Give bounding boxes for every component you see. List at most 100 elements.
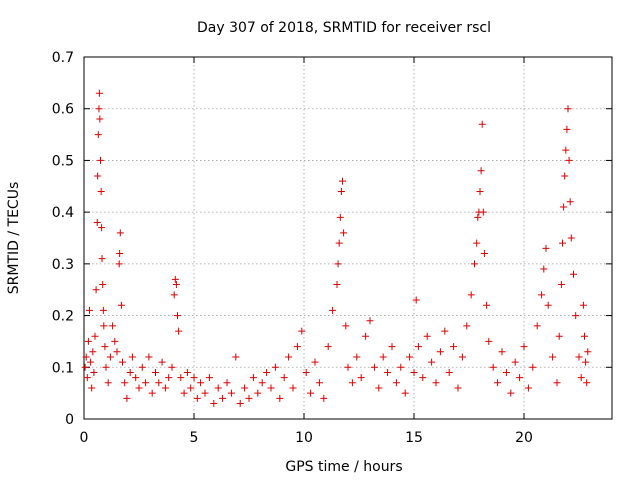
y-tick-label: 0.5 xyxy=(52,153,74,169)
data-point xyxy=(183,368,191,376)
data-point xyxy=(428,358,436,366)
data-point xyxy=(467,291,475,299)
y-tick-label: 0 xyxy=(65,412,74,428)
data-point xyxy=(93,218,101,226)
data-point xyxy=(152,368,159,376)
data-point xyxy=(570,270,577,278)
data-point xyxy=(511,358,519,366)
data-point xyxy=(584,348,592,356)
y-tick-label: 0.1 xyxy=(52,360,74,376)
y-axis-label: SRMTID / TECUs xyxy=(6,182,22,295)
data-point xyxy=(529,363,537,371)
data-point xyxy=(109,322,117,330)
data-point xyxy=(480,250,488,258)
data-point xyxy=(113,348,121,356)
data-point xyxy=(307,389,315,397)
data-point xyxy=(320,394,328,402)
data-point xyxy=(115,260,123,268)
data-point xyxy=(450,343,458,351)
data-point xyxy=(123,394,131,402)
y-tick-label: 0.4 xyxy=(52,205,74,221)
data-point xyxy=(95,105,103,113)
data-point xyxy=(494,379,502,387)
data-point xyxy=(236,399,244,407)
data-point xyxy=(99,306,107,314)
data-point xyxy=(478,120,486,128)
data-point xyxy=(138,363,146,371)
data-point xyxy=(533,322,541,330)
data-point xyxy=(567,234,575,242)
data-point xyxy=(91,332,99,340)
data-point xyxy=(471,260,478,268)
data-point xyxy=(384,368,392,376)
data-point xyxy=(423,332,431,340)
data-point xyxy=(293,343,301,351)
data-point xyxy=(223,379,231,387)
data-point xyxy=(334,260,342,268)
data-point xyxy=(98,224,106,232)
data-point xyxy=(116,229,124,237)
data-point xyxy=(190,374,198,382)
data-point xyxy=(249,374,257,382)
data-point xyxy=(227,389,235,397)
data-point xyxy=(111,337,119,345)
data-point xyxy=(285,353,293,361)
data-point xyxy=(335,239,343,247)
data-point xyxy=(479,208,487,216)
data-point xyxy=(171,275,179,283)
data-point xyxy=(445,368,453,376)
data-point xyxy=(555,332,563,340)
data-point xyxy=(148,389,156,397)
data-point xyxy=(96,115,104,123)
data-point xyxy=(498,348,506,356)
data-point xyxy=(89,348,97,356)
data-point xyxy=(97,187,105,195)
data-point xyxy=(572,312,580,320)
data-point xyxy=(82,353,90,361)
grid-lines xyxy=(84,57,612,419)
data-point xyxy=(267,384,275,392)
data-point xyxy=(577,374,585,382)
data-point xyxy=(142,379,150,387)
data-point xyxy=(245,394,253,402)
data-point xyxy=(168,363,176,371)
data-point xyxy=(102,363,110,371)
data-point xyxy=(477,167,485,175)
data-point xyxy=(172,281,180,289)
data-point xyxy=(99,281,107,289)
data-point xyxy=(81,363,89,371)
y-tick-label: 0.3 xyxy=(52,257,74,273)
data-point xyxy=(516,374,524,382)
data-point xyxy=(581,332,588,340)
data-point xyxy=(557,281,565,289)
data-point xyxy=(106,353,114,361)
data-point xyxy=(193,394,201,402)
data-point xyxy=(524,384,532,392)
data-point xyxy=(324,343,332,351)
data-point xyxy=(414,343,422,351)
data-point xyxy=(214,384,222,392)
data-point xyxy=(544,301,552,309)
data-point xyxy=(116,250,124,258)
data-point xyxy=(104,379,112,387)
data-points xyxy=(81,89,592,407)
x-tick-label: 10 xyxy=(295,430,313,446)
data-point xyxy=(83,374,91,382)
data-point xyxy=(583,379,591,387)
plot-frame xyxy=(83,56,613,420)
data-point xyxy=(289,384,297,392)
data-point xyxy=(210,399,218,407)
y-tick-label: 0.2 xyxy=(52,309,74,325)
data-point xyxy=(370,363,378,371)
x-tick-label: 15 xyxy=(405,430,423,446)
data-point xyxy=(180,389,188,397)
data-point xyxy=(520,343,528,351)
y-tick-label: 0.7 xyxy=(52,50,74,66)
data-point xyxy=(302,368,310,376)
data-point xyxy=(276,394,284,402)
data-point xyxy=(441,327,449,335)
data-point xyxy=(344,363,352,371)
data-point xyxy=(241,384,249,392)
data-point xyxy=(254,389,262,397)
data-point xyxy=(489,363,497,371)
